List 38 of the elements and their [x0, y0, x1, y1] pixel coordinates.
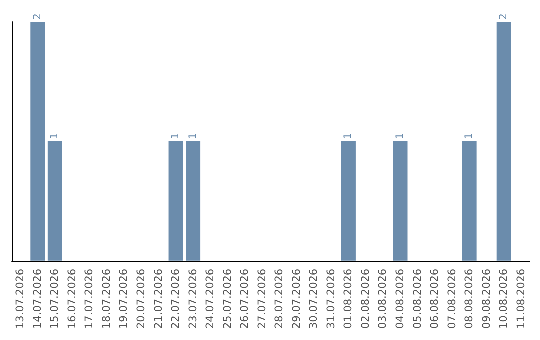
data-label: 1	[50, 133, 61, 140]
x-tick-label: 27.07.2026	[256, 268, 268, 330]
data-label: 1	[395, 133, 406, 140]
x-tick-label: 09.08.2026	[480, 268, 493, 330]
x-tick-label: 15.07.2026	[49, 268, 62, 330]
x-tick-label: 03.08.2026	[377, 268, 390, 330]
x-tick-label: 28.07.2026	[274, 268, 286, 330]
x-tick-label: 08.08.2026	[464, 268, 476, 330]
data-label: 1	[343, 133, 354, 140]
x-tick-label: 10.08.2026	[498, 268, 510, 330]
x-tick-label: 13.07.2026	[14, 268, 27, 330]
x-tick-label: 11.08.2026	[515, 268, 528, 330]
x-tick-label: 14.07.2026	[32, 268, 44, 330]
x-tick-label: 26.07.2026	[239, 268, 252, 330]
x-tick-label: 24.07.2026	[204, 268, 217, 330]
x-tick-label: 06.08.2026	[429, 268, 442, 330]
x-tick-label: 17.07.2026	[84, 268, 96, 330]
data-label: 1	[188, 133, 199, 140]
data-label: 2	[32, 14, 44, 20]
x-tick-label: 18.07.2026	[100, 268, 113, 330]
x-tick-label: 16.07.2026	[66, 268, 78, 330]
x-tick-label: 01.08.2026	[342, 268, 355, 330]
x-tick-label: 02.08.2026	[360, 268, 372, 330]
data-label: 1	[170, 133, 182, 140]
data-label: 1	[464, 133, 476, 140]
x-tick-label: 31.07.2026	[325, 268, 338, 330]
x-tick-label: 29.07.2026	[290, 268, 303, 330]
x-tick-label: 30.07.2026	[308, 268, 320, 330]
x-tick-label: 19.07.2026	[118, 268, 130, 330]
x-tick-label: 07.08.2026	[446, 268, 458, 330]
x-tick-label: 23.07.2026	[187, 268, 200, 330]
x-tick-label: 20.07.2026	[136, 268, 148, 330]
x-tick-label: 21.07.2026	[152, 268, 165, 330]
x-tick-label: 04.08.2026	[394, 268, 406, 330]
x-tick-label: 25.07.2026	[222, 268, 234, 330]
x-tick-label: 22.07.2026	[170, 268, 182, 330]
x-tick-label: 05.08.2026	[412, 268, 424, 330]
data-label: 2	[498, 14, 510, 20]
